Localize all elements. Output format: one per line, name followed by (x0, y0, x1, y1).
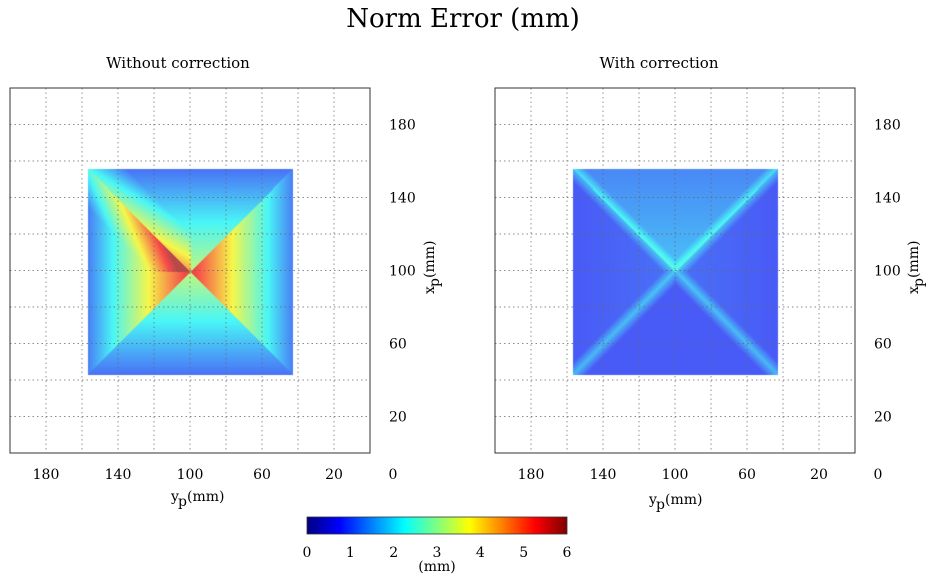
y-tick-label: 20 (874, 410, 892, 426)
colorbar-tick-label: 3 (433, 545, 442, 561)
x-tick-label: 100 (662, 467, 689, 483)
axes-frame-without-correction (9, 87, 371, 454)
x-tick-label: 140 (105, 467, 132, 483)
svg-text:p: p (656, 497, 665, 513)
x-tick-label: 180 (33, 467, 60, 483)
y-axis-label-without-correction: x p (mm) (422, 241, 443, 294)
svg-text:y: y (648, 492, 657, 508)
colorbar-tick-label: 4 (476, 545, 485, 561)
y-tick-labels-without-correction: 180 140 100 60 20 (389, 118, 416, 426)
y-tick-labels-with-correction: 180 140 100 60 20 (874, 118, 901, 426)
colorbar-tick-label: 0 (303, 545, 312, 561)
panel-1-subtitle: Without correction (106, 54, 250, 72)
axes-frame-with-correction (494, 87, 856, 454)
svg-text:x: x (422, 286, 438, 294)
x-tick-label: 20 (325, 467, 343, 483)
svg-text:p: p (178, 494, 187, 510)
svg-text:(mm): (mm) (422, 241, 438, 278)
svg-text:p: p (911, 278, 927, 287)
panel-without-correction: Without correction 180 140 100 60 20 0 180 140… (9, 54, 443, 510)
x-tick-label: 0 (874, 467, 883, 483)
colorbar: 0 1 2 3 4 5 6 (mm) (303, 516, 572, 575)
colorbar-tick-label: 5 (519, 545, 528, 561)
svg-text:x: x (906, 286, 922, 294)
x-tick-label: 60 (253, 467, 271, 483)
y-tick-label: 180 (389, 118, 416, 134)
panel-with-correction: With correction 180 140 100 60 20 0 180 140 100… (494, 54, 927, 513)
svg-text:(mm): (mm) (187, 489, 224, 505)
colorbar-tick-label: 1 (346, 545, 355, 561)
y-tick-label: 100 (389, 264, 416, 280)
x-tick-label: 140 (590, 467, 617, 483)
y-axis-label-with-correction: x p (mm) (906, 241, 927, 294)
y-tick-label: 60 (874, 337, 892, 353)
y-tick-label: 140 (874, 191, 901, 207)
x-axis-label-without-correction: y p (mm) (170, 489, 224, 510)
x-tick-label: 20 (810, 467, 828, 483)
y-tick-label: 20 (389, 410, 407, 426)
x-tick-labels-without-correction: 180 140 100 60 20 0 (33, 467, 398, 483)
x-tick-label: 60 (738, 467, 756, 483)
panel-2-subtitle: With correction (600, 54, 719, 72)
colorbar-tick-label: 6 (563, 545, 572, 561)
x-tick-label: 180 (518, 467, 545, 483)
y-tick-label: 100 (874, 264, 901, 280)
y-tick-label: 140 (389, 191, 416, 207)
x-tick-label: 100 (177, 467, 204, 483)
svg-text:p: p (427, 278, 443, 287)
svg-text:(mm): (mm) (906, 241, 922, 278)
svg-text:y: y (170, 489, 179, 505)
x-tick-label: 0 (389, 467, 398, 483)
colorbar-tick-labels: 0 1 2 3 4 5 6 (303, 545, 572, 561)
y-tick-label: 60 (389, 337, 407, 353)
figure-title: Norm Error (mm) (346, 4, 580, 34)
colorbar-tick-label: 2 (389, 545, 398, 561)
x-axis-label-with-correction: y p (mm) (648, 492, 702, 513)
svg-text:(mm): (mm) (665, 492, 702, 508)
colorbar-label: (mm) (418, 559, 455, 575)
colorbar-gradient (306, 516, 568, 535)
y-tick-label: 180 (874, 118, 901, 134)
x-tick-labels-with-correction: 180 140 100 60 20 0 (518, 467, 883, 483)
